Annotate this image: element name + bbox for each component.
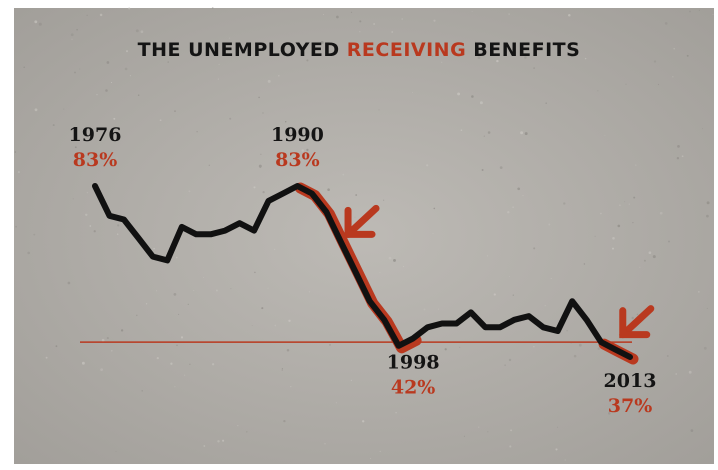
chart-title: THE UNEMPLOYED RECEIVING BENEFITS <box>138 39 581 61</box>
series-line <box>92 183 633 360</box>
annotation-year: 2013 <box>604 370 657 392</box>
annotation-value: 83% <box>73 149 118 171</box>
title-part-2: RECEIVING <box>347 39 466 61</box>
title-part-1: THE UNEMPLOYED <box>138 39 347 61</box>
annotation-value: 37% <box>608 395 653 417</box>
paper-texture <box>14 7 714 461</box>
point-annotations: 1976 83% 1990 83% 1998 42% 2013 37% <box>69 124 657 417</box>
arrow-icon <box>619 305 655 339</box>
annotation-year: 1990 <box>271 124 324 146</box>
arrow-icon <box>344 204 380 238</box>
annotation-value: 83% <box>275 149 320 171</box>
annotation-year: 1998 <box>387 351 440 373</box>
annotation-year: 1976 <box>69 124 122 146</box>
annotation-value: 42% <box>391 376 436 398</box>
arrow-annotations <box>344 204 655 339</box>
title-part-3: BENEFITS <box>466 39 580 61</box>
